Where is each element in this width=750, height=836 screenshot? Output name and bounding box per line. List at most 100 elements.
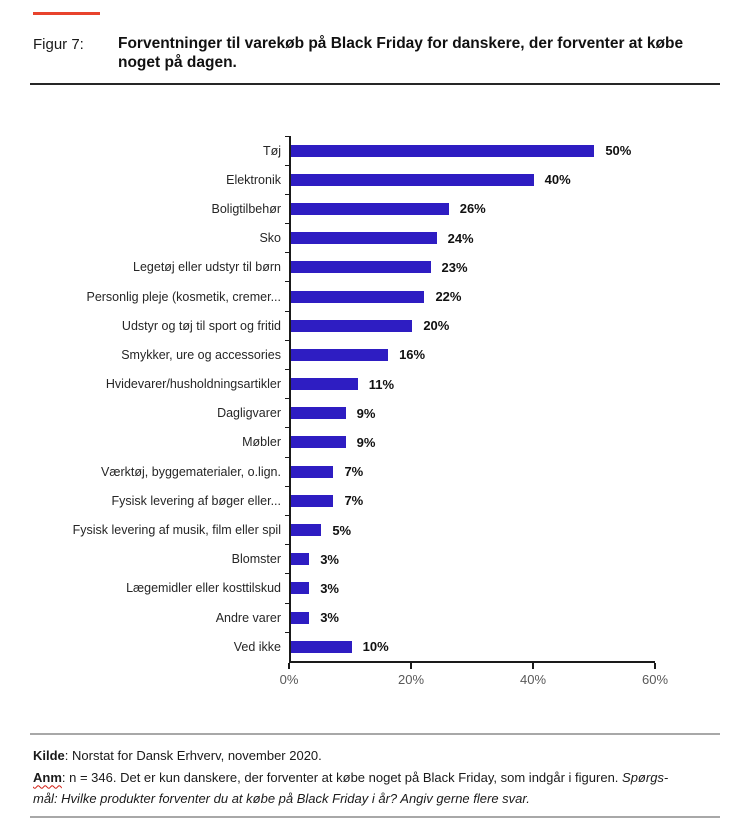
note-question-part1: Spørgs- [622, 769, 669, 785]
chart-row: Sko 24% [33, 223, 720, 253]
chart-row: Møbler 9% [33, 427, 720, 458]
category-label: Elektronik [226, 172, 281, 187]
chart-row: Udstyr og tøj til sport og fritid 20% [33, 310, 720, 341]
value-label: 22% [435, 289, 462, 305]
plot-cell: 22% [285, 281, 655, 312]
bar [291, 173, 534, 186]
value-label: 7% [344, 464, 364, 480]
chart-row: Andre varer 3% [33, 602, 720, 633]
bar [291, 232, 437, 245]
value-label: 9% [356, 405, 376, 421]
x-axis-tick-label: 60% [641, 672, 669, 688]
x-axis-tick [410, 663, 412, 670]
note-line: Anm: n = 346. Det er kun danskere, der f… [33, 767, 720, 810]
source-line: Kilde: Norstat for Dansk Erhverv, novemb… [33, 745, 720, 767]
note-text: : n = 346. Det er kun danskere, der forv… [61, 769, 623, 785]
value-label: 23% [441, 259, 468, 275]
bar [291, 582, 310, 595]
note-label: Anm [33, 769, 62, 785]
category-label: Blomster [231, 552, 281, 567]
value-label: 11% [368, 376, 395, 392]
category-label: Sko [259, 231, 281, 246]
plot-cell: 50% [285, 135, 655, 166]
value-label: 5% [332, 522, 352, 538]
bar [291, 319, 413, 332]
bar [291, 436, 346, 449]
value-label: 16% [399, 347, 426, 363]
plot-cell: 9% [285, 427, 655, 458]
chart-row: Tøj 50% [33, 135, 720, 166]
value-label: 24% [447, 230, 474, 246]
figure-title: Forventninger til varekøb på Black Frida… [118, 35, 684, 71]
plot-cell: 26% [285, 193, 655, 224]
bar-chart: Tøj 50% Elektronik 40% Boligtilbehør 26%… [33, 135, 720, 693]
bar [291, 378, 358, 391]
category-label: Personlig pleje (kosmetik, cremer... [86, 289, 281, 304]
bar [291, 261, 431, 274]
value-label: 40% [544, 172, 571, 188]
chart-row: Dagligvarer 9% [33, 398, 720, 428]
chart-row: Boligtilbehør 26% [33, 193, 720, 224]
header-divider [30, 83, 720, 85]
chart-row: Smykker, ure og accessories 16% [33, 339, 720, 370]
value-label: 10% [362, 639, 389, 655]
chart-row: Fysisk levering af musik, film eller spi… [33, 514, 720, 545]
x-axis-tick-label: 20% [397, 672, 425, 688]
chart-row: Blomster 3% [33, 544, 720, 574]
value-label: 3% [320, 610, 339, 626]
note-question-part2: mål: Hvilke produkter forventer du at kø… [33, 791, 530, 806]
category-label: Legetøj eller udstyr til børn [133, 260, 281, 275]
x-axis-tick-label: 0% [279, 672, 299, 688]
chart-row: Fysisk levering af bøger eller... 7% [33, 485, 720, 516]
value-label: 20% [423, 318, 450, 334]
plot-cell: 24% [285, 223, 655, 253]
category-label: Fysisk levering af musik, film eller spi… [72, 523, 281, 538]
bar [291, 465, 334, 478]
bar [291, 290, 425, 303]
bar [291, 348, 389, 361]
category-label: Tøj [262, 143, 281, 158]
figure-header: Figur 7: Forventninger til varekøb på Bl… [33, 34, 720, 72]
footer-notes: Kilde: Norstat for Dansk Erhverv, novemb… [33, 745, 720, 810]
plot-cell: 40% [285, 164, 655, 195]
value-label: 3% [320, 551, 339, 567]
accent-dash [33, 12, 100, 15]
footer-top-divider [30, 733, 720, 735]
category-label: Ved ikke [233, 639, 281, 654]
chart-row: Personlig pleje (kosmetik, cremer... 22% [33, 281, 720, 312]
chart-row: Lægemidler eller kosttilskud 3% [33, 573, 720, 603]
value-label: 26% [459, 201, 486, 217]
x-axis-tick-label: 40% [519, 672, 547, 688]
bar [291, 611, 310, 624]
plot-cell: 23% [285, 252, 655, 282]
category-label: Værktøj, byggematerialer, o.lign. [101, 464, 281, 479]
bar [291, 553, 310, 566]
x-axis-tick [532, 663, 534, 670]
category-label: Boligtilbehør [211, 201, 281, 216]
chart-row: Værktøj, byggematerialer, o.lign. 7% [33, 456, 720, 487]
plot-cell: 3% [285, 602, 655, 633]
category-label: Udstyr og tøj til sport og fritid [121, 318, 281, 333]
plot-cell: 7% [285, 485, 655, 516]
x-axis-tick [288, 663, 290, 670]
value-label: 3% [320, 580, 339, 596]
category-label: Andre varer [215, 610, 281, 625]
bar [291, 524, 322, 537]
plot-cell: 10% [285, 631, 655, 662]
plot-cell: 16% [285, 339, 655, 370]
category-label: Lægemidler eller kosttilskud [126, 581, 281, 596]
chart-row: Hvidevarer/husholdningsartikler 11% [33, 368, 720, 399]
chart-rows: Tøj 50% Elektronik 40% Boligtilbehør 26%… [33, 135, 720, 662]
category-label: Dagligvarer [217, 406, 281, 421]
plot-cell: 3% [285, 573, 655, 603]
figure-number-label: Figur 7: [33, 36, 84, 53]
bar [291, 494, 334, 507]
bar [291, 144, 595, 157]
source-text: : Norstat for Dansk Erhverv, november 20… [64, 748, 322, 763]
plot-cell: 7% [285, 456, 655, 487]
x-axis: 0% 20% 40% 60% [280, 661, 668, 693]
plot-cell: 5% [285, 514, 655, 545]
category-label: Møbler [242, 435, 281, 450]
source-label: Kilde [33, 748, 65, 763]
